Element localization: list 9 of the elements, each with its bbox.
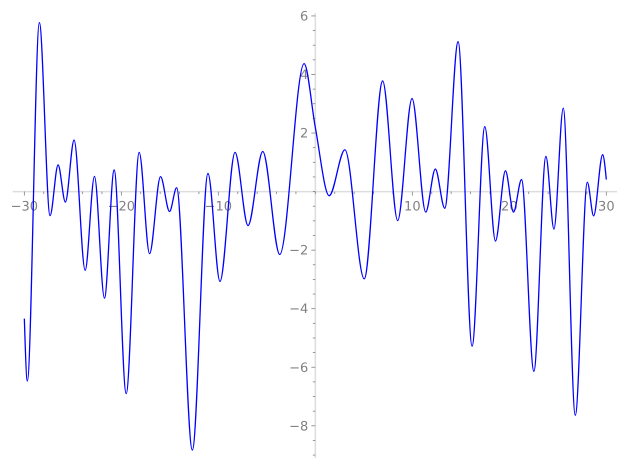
x-tick-label: 30 bbox=[598, 200, 615, 215]
y-tick-label: −4 bbox=[289, 302, 308, 318]
x-tick-label: 10 bbox=[404, 200, 421, 215]
y-tick-label: 4 bbox=[300, 68, 308, 84]
y-tick-label: 6 bbox=[300, 9, 308, 24]
y-tick-label: −2 bbox=[289, 244, 308, 259]
y-tick-label: −6 bbox=[289, 360, 308, 376]
y-tick-label: 2 bbox=[300, 126, 308, 142]
y-tick-label: −8 bbox=[289, 419, 308, 434]
